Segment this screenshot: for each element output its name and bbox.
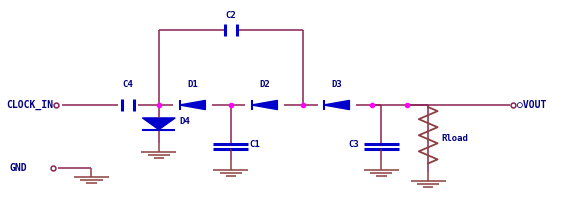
Text: C2: C2 [225, 11, 236, 20]
Polygon shape [323, 100, 349, 110]
Polygon shape [143, 118, 175, 130]
Polygon shape [252, 100, 278, 110]
Text: D2: D2 [259, 80, 270, 89]
Text: CLOCK_IN: CLOCK_IN [6, 100, 53, 110]
Text: C3: C3 [348, 140, 359, 149]
Text: D1: D1 [187, 80, 198, 89]
Text: C4: C4 [123, 80, 133, 89]
Text: D4: D4 [179, 117, 190, 126]
Text: Rload: Rload [441, 134, 468, 143]
Text: D3: D3 [331, 80, 342, 89]
Polygon shape [180, 100, 205, 110]
Text: GND: GND [9, 163, 27, 173]
Text: C1: C1 [249, 140, 260, 149]
Text: ○VOUT: ○VOUT [517, 100, 546, 110]
